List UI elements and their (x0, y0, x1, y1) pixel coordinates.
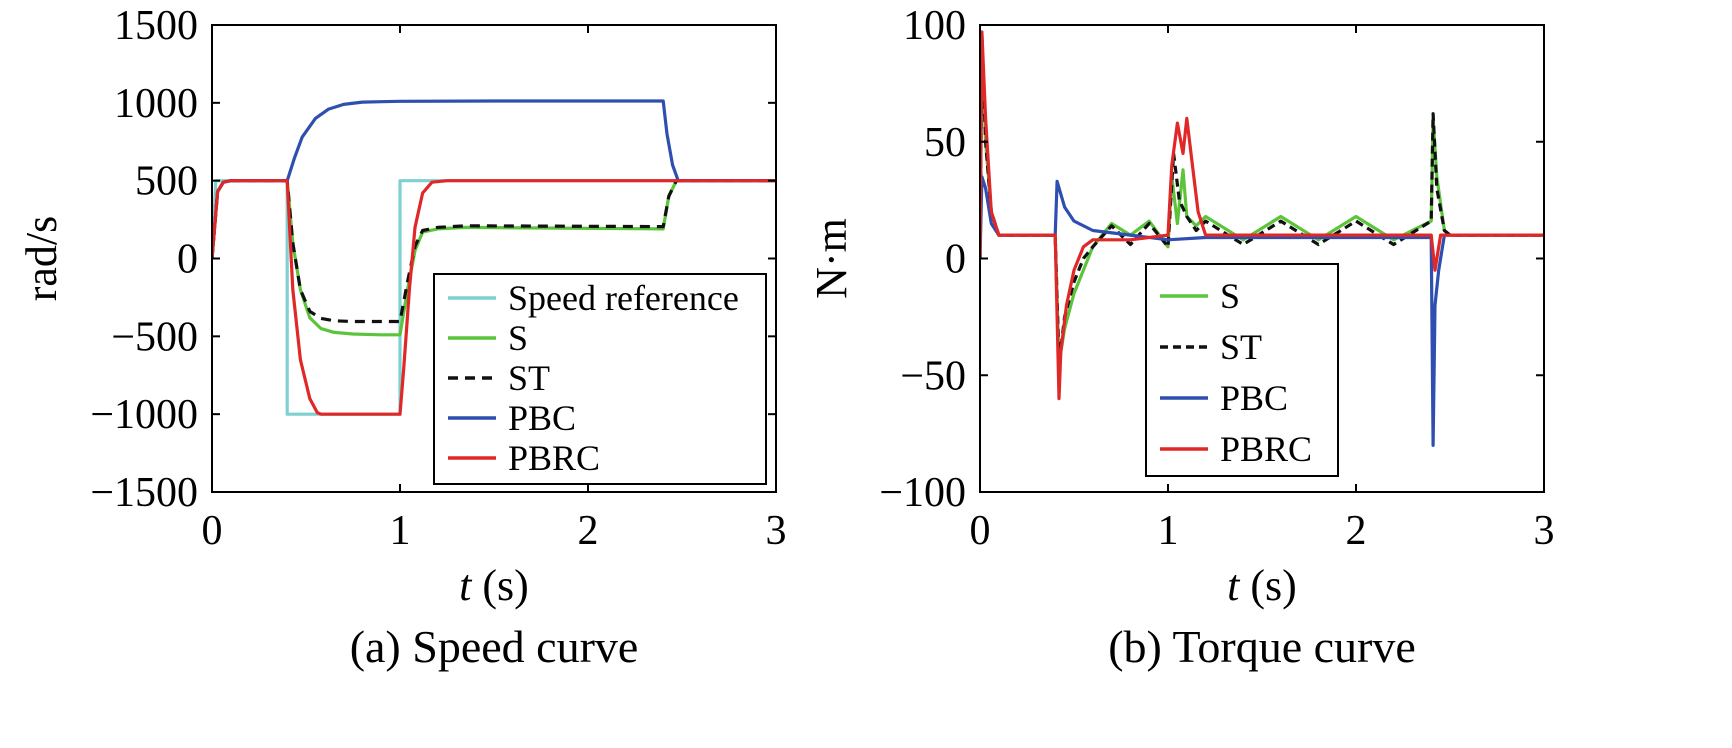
speed-x-tick-label: 0 (202, 508, 223, 554)
speed-series-st (212, 179, 776, 324)
speed-legend-label: Speed reference (508, 278, 739, 318)
speed-legend-label: PBRC (508, 438, 600, 478)
torque-legend-label: PBC (1220, 378, 1288, 418)
speed-y-tick-label: 0 (177, 237, 198, 283)
speed-x-axis-label: t (s) (459, 561, 529, 610)
speed-y-tick-label: 1000 (114, 81, 198, 127)
speed-legend-label: ST (508, 358, 550, 398)
torque-x-axis-label-var: t (1227, 561, 1241, 610)
torque-y-tick-label: −50 (900, 353, 966, 399)
speed-series-layer (212, 99, 776, 416)
speed-legend-label: S (508, 318, 528, 358)
speed-caption: (a) Speed curve (350, 621, 639, 672)
torque-x-axis-label: t (s) (1227, 561, 1297, 610)
speed-y-tick-label: −500 (111, 314, 198, 360)
torque-y-axis-label: N·m (807, 218, 856, 299)
speed-series-pbrc (212, 179, 776, 416)
speed-x-tick-label: 3 (766, 508, 787, 554)
torque-y-tick-label: −100 (879, 470, 966, 516)
speed-y-tick-label: −1500 (90, 470, 198, 516)
torque-ticks: 0 1 2 3 −100 −50 0 50 100 (879, 3, 1554, 554)
torque-legend-box (1145, 263, 1339, 477)
torque-x-tick-label: 1 (1158, 508, 1179, 554)
speed-legend-label: PBC (508, 398, 576, 438)
speed-x-tick-label: 1 (390, 508, 411, 554)
torque-y-tick-label: 0 (945, 237, 966, 283)
torque-legend-label: PBRC (1220, 429, 1312, 469)
speed-x-axis-label-unit: (s) (471, 561, 528, 610)
torque-curve-panel: 0 1 2 3 −100 −50 0 50 100 N·m t (s) (b) Torque c… (807, 3, 1555, 672)
torque-x-tick-label: 3 (1534, 508, 1555, 554)
torque-caption: (b) Torque curve (1108, 621, 1416, 672)
torque-x-tick-label: 2 (1346, 508, 1367, 554)
torque-series-pbrc (980, 30, 1544, 401)
torque-x-tick-label: 0 (970, 508, 991, 554)
torque-legend-label: S (1220, 276, 1240, 316)
torque-x-axis-label-unit: (s) (1239, 561, 1296, 610)
speed-y-tick-label: 1500 (114, 3, 198, 49)
speed-x-tick-label: 2 (578, 508, 599, 554)
speed-y-tick-label: 500 (135, 159, 198, 205)
speed-x-axis-label-var: t (459, 561, 473, 610)
speed-y-axis-label: rad/s (17, 216, 66, 302)
torque-y-tick-label: 100 (903, 3, 966, 49)
torque-y-tick-label: 50 (924, 120, 966, 166)
speed-y-tick-label: −1000 (90, 392, 198, 438)
speed-curve-panel: 0 1 2 3 −1500 −1000 −500 0 500 1000 1500 rad/s t (… (17, 3, 787, 672)
torque-legend-label: ST (1220, 327, 1262, 367)
torque-series-layer (980, 30, 1544, 447)
speed-ticks: 0 1 2 3 −1500 −1000 −500 0 500 1000 1500 (90, 3, 786, 554)
torque-legend: S ST PBC PBRC (1145, 263, 1339, 477)
torque-series-pbc (980, 175, 1544, 447)
